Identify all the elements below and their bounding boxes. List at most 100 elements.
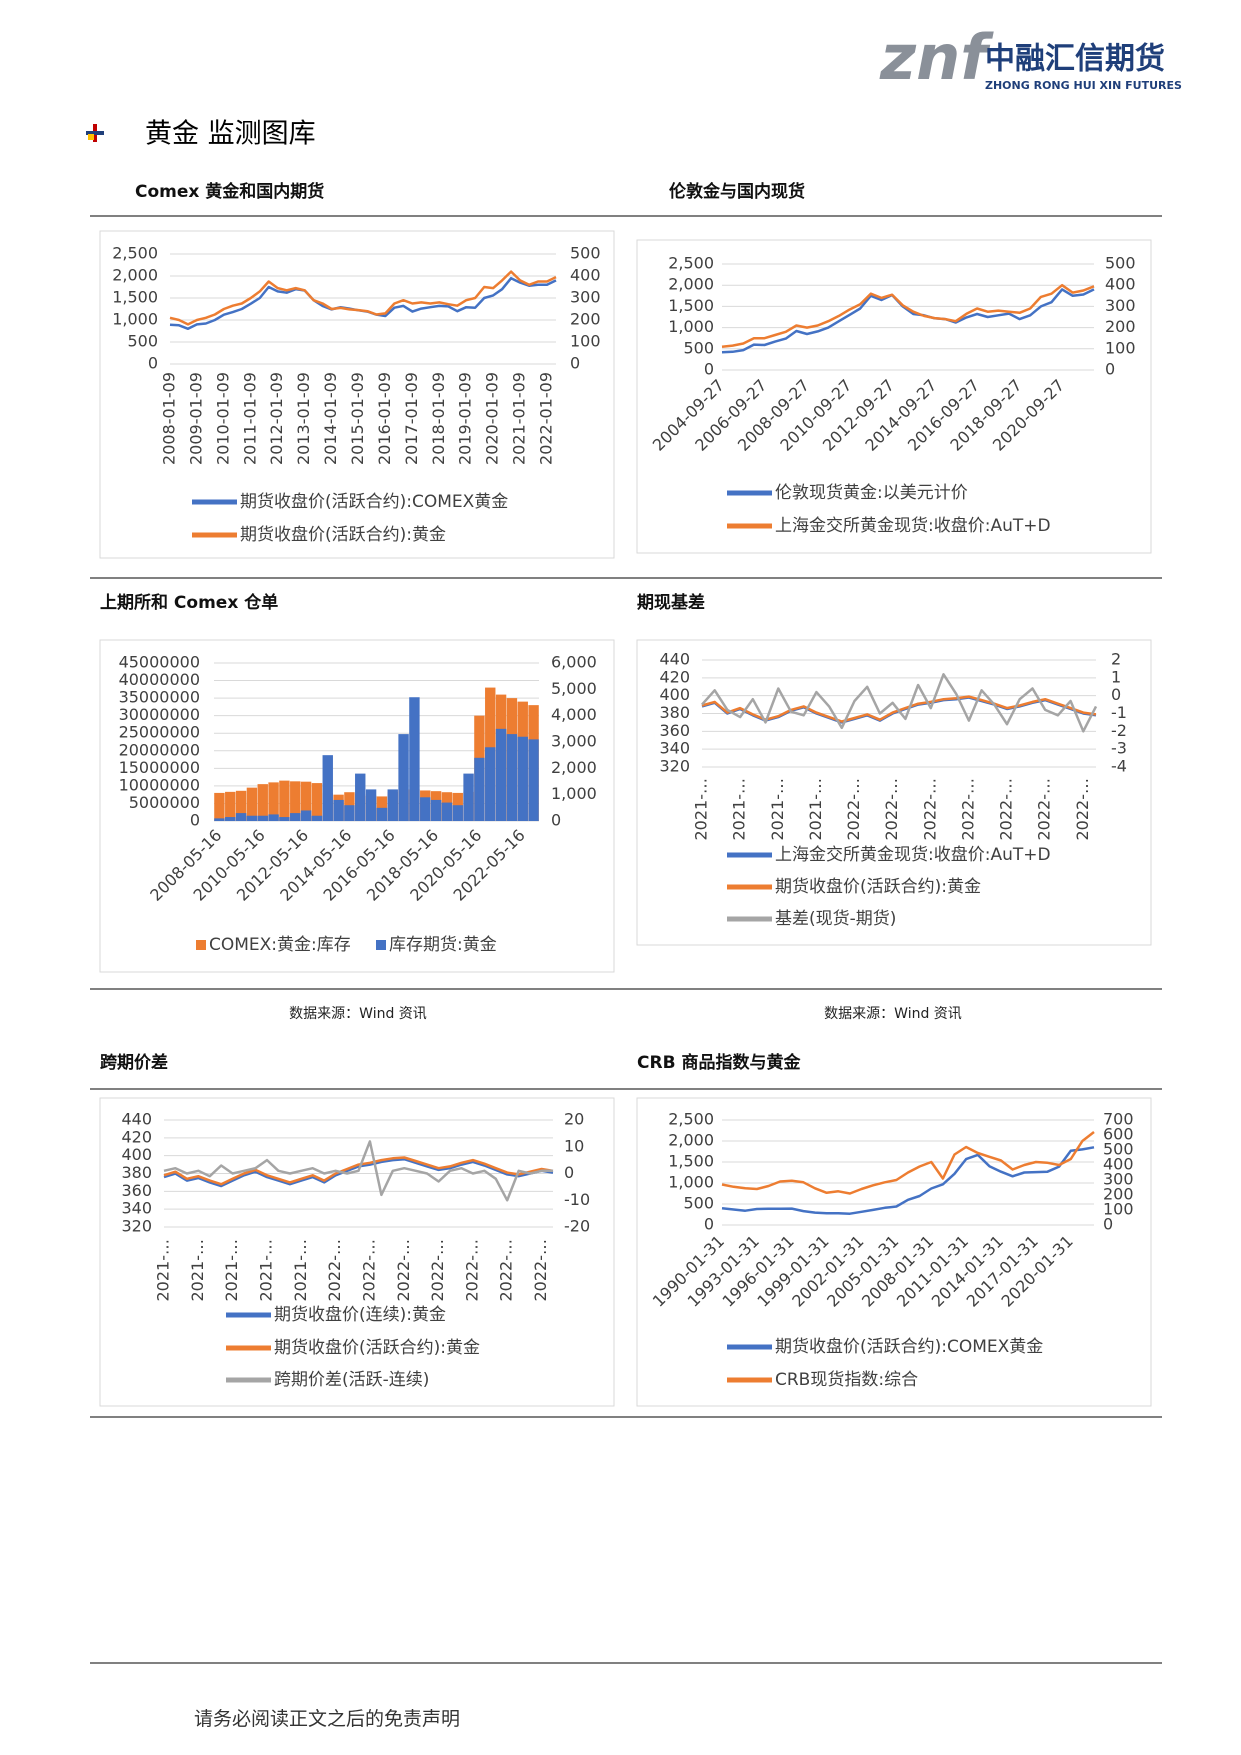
y-tick-label: 340	[659, 739, 690, 758]
y-tick-label: 300	[1103, 1170, 1134, 1189]
bar	[517, 736, 528, 821]
y-tick-label: 0	[148, 354, 158, 373]
y-tick-label: 3,000	[551, 732, 597, 751]
legend-swatch	[376, 940, 386, 950]
line	[169, 270, 557, 326]
legend-label: 期货收盘价(活跃合约):黄金	[775, 877, 981, 897]
y-tick-label: 1,500	[668, 1152, 714, 1171]
logo-mark: znf	[879, 21, 994, 94]
y-tick-label: 2,500	[112, 244, 158, 263]
x-tick-label: 2010-01-09	[213, 372, 232, 465]
y-tick-label: 35000000	[119, 688, 200, 707]
bar	[355, 773, 366, 821]
y-tick-label: 0	[564, 1163, 574, 1182]
legend-swatch	[196, 940, 206, 950]
chart-title: 期现基差	[637, 592, 705, 613]
y-tick-label: 6,000	[551, 653, 597, 672]
y-tick-label: -2	[1111, 721, 1127, 740]
bar	[322, 755, 333, 821]
y-tick-label: -3	[1111, 739, 1127, 758]
y-tick-label: 45000000	[119, 653, 200, 672]
bar	[333, 799, 344, 821]
y-tick-label: 320	[121, 1217, 152, 1236]
x-tick-label: 2022-…	[997, 778, 1016, 841]
y-tick-label: 500	[1103, 1140, 1134, 1159]
x-tick-label: 2022-…	[428, 1239, 447, 1302]
chart-frame	[99, 1097, 615, 1407]
bar	[528, 739, 539, 821]
y-tick-label: 15000000	[119, 758, 200, 777]
x-tick-label: 2022-…	[882, 778, 901, 841]
x-tick-label: 2017-01-09	[402, 372, 421, 465]
y-tick-label: 360	[121, 1181, 152, 1200]
y-tick-label: 0	[570, 354, 580, 373]
y-tick-label: 2,000	[668, 275, 714, 294]
bar	[225, 791, 236, 821]
y-tick-label: 40000000	[119, 670, 200, 689]
x-tick-label: 2022-…	[531, 1239, 550, 1302]
y-tick-label: 200	[1103, 1185, 1134, 1204]
bar	[398, 734, 409, 821]
y-tick-label: 25000000	[119, 723, 200, 742]
bar	[246, 815, 258, 821]
x-tick-label: 2016-01-09	[375, 372, 394, 465]
legend-label: 伦敦现货黄金:以美元计价	[775, 483, 968, 503]
y-tick-label: -10	[564, 1190, 590, 1209]
x-tick-label: 2022-…	[359, 1239, 378, 1302]
y-tick-label: 440	[659, 650, 690, 669]
bar	[474, 757, 485, 821]
legend-label: 库存期货:黄金	[389, 935, 497, 955]
y-tick-label: 400	[659, 685, 690, 704]
y-tick-label: 380	[659, 703, 690, 722]
x-tick-label: 2019-01-09	[456, 372, 475, 465]
x-tick-label: 2022-…	[1035, 778, 1054, 841]
y-tick-label: -1	[1111, 703, 1127, 722]
section-title: 黄金 监测图库	[145, 119, 316, 150]
bar	[463, 773, 474, 821]
bar	[257, 815, 268, 821]
y-tick-label: 2,500	[668, 254, 714, 273]
y-tick-label: 100	[1103, 1200, 1134, 1219]
y-tick-label: 2,000	[551, 758, 597, 777]
x-tick-label: 2021-…	[692, 778, 711, 841]
bar	[420, 797, 431, 821]
bar	[344, 805, 355, 821]
x-tick-label: 2021-…	[768, 778, 787, 841]
chart-title: 伦敦金与国内现货	[669, 181, 805, 202]
y-tick-label: 400	[121, 1145, 152, 1164]
y-tick-label: 320	[659, 757, 690, 776]
y-tick-label: 20000000	[119, 740, 200, 759]
bar	[268, 814, 279, 821]
x-tick-label: 2021-01-09	[510, 372, 529, 465]
bar	[376, 807, 388, 821]
x-tick-label: 2022-…	[394, 1239, 413, 1302]
bar	[290, 781, 301, 821]
logo-english: ZHONG RONG HUI XIN FUTURES	[985, 79, 1182, 92]
line	[721, 1131, 1095, 1195]
y-tick-label: 1,000	[112, 310, 158, 329]
bar	[214, 792, 225, 821]
y-tick-label: 1,500	[668, 296, 714, 315]
y-tick-label: 10000000	[119, 775, 200, 794]
x-tick-label: 2022-01-09	[537, 372, 556, 465]
source-note: 数据来源：Wind 资讯	[824, 1006, 962, 1022]
y-tick-label: 0	[1111, 685, 1121, 704]
line	[721, 283, 1095, 348]
y-tick-label: 600	[1103, 1125, 1134, 1144]
line	[721, 288, 1095, 354]
legend-label: 上海金交所黄金现货:收盘价:AuT+D	[775, 845, 1051, 865]
x-tick-label: 2013-01-09	[294, 372, 313, 465]
y-tick-label: 500	[683, 1194, 714, 1213]
y-tick-label: 100	[1105, 338, 1136, 357]
x-tick-label: 2009-01-09	[186, 372, 205, 465]
x-tick-label: 2008-01-09	[160, 372, 179, 465]
legend-label: 跨期价差(活跃-连续)	[274, 1370, 429, 1390]
bar	[365, 789, 377, 821]
x-tick-label: 2021-…	[291, 1239, 310, 1302]
bar	[485, 747, 496, 821]
x-tick-label: 2020-01-09	[483, 372, 502, 465]
y-tick-label: 340	[121, 1199, 152, 1218]
y-tick-label: 5000000	[129, 793, 200, 812]
bar	[506, 734, 518, 821]
y-tick-label: 0	[551, 811, 561, 830]
